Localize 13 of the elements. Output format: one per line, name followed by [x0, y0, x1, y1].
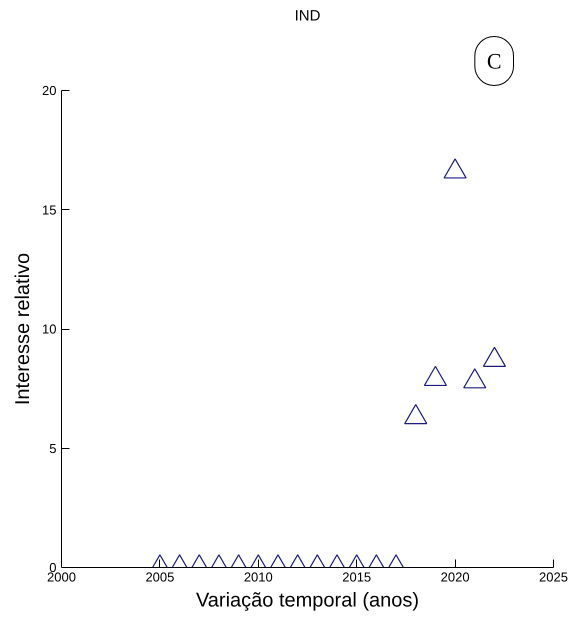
- x-tick-label: 2005: [145, 570, 174, 584]
- y-tick-label: 20: [42, 83, 57, 98]
- x-tick-label: 2020: [440, 570, 470, 584]
- y-tick-label: 15: [42, 202, 57, 218]
- chart-title: IND: [294, 8, 321, 24]
- x-tick-label: 2015: [342, 570, 372, 584]
- y-tick-label: 5: [49, 440, 57, 456]
- y-axis-title: Interesse relativo: [12, 252, 34, 406]
- x-tick-label: 2010: [244, 570, 273, 584]
- x-tick-label: 2025: [539, 570, 568, 584]
- x-axis-title: Variação temporal (anos): [196, 590, 420, 612]
- text: C: [486, 48, 502, 74]
- y-tick-label: 10: [42, 322, 57, 336]
